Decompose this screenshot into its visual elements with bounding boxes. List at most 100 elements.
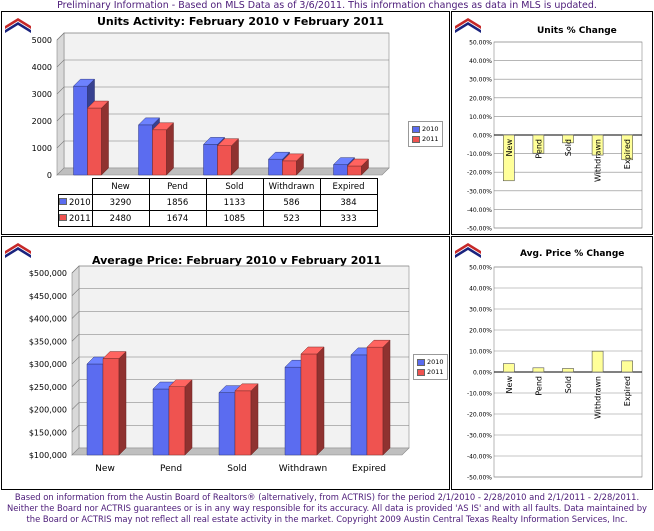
bar-2011-withdrawn bbox=[300, 353, 318, 456]
units-bar-chart: 0 1000 2000 3000 4000 5000 bbox=[32, 32, 390, 180]
y-tick-label: 0.00% bbox=[473, 133, 492, 140]
table-header: Pend bbox=[148, 178, 207, 195]
x-tick-label: New bbox=[505, 376, 514, 394]
table-cell: 1674 bbox=[148, 210, 207, 227]
bar-withdrawn bbox=[591, 350, 604, 373]
bar-2011-sold bbox=[217, 145, 232, 176]
bar-side bbox=[101, 100, 109, 176]
bar-top bbox=[346, 158, 370, 167]
bar-2010-pend bbox=[138, 124, 153, 176]
bar-2010-new bbox=[73, 85, 88, 176]
gridline bbox=[71, 265, 409, 274]
bar-sold bbox=[562, 134, 574, 144]
gridline bbox=[56, 113, 389, 122]
bar-top bbox=[102, 351, 127, 359]
table-cell: 2480 bbox=[91, 210, 150, 227]
gridline bbox=[71, 311, 409, 319]
legend-label: 2010 bbox=[422, 125, 439, 133]
y-tick-label: -10.00% bbox=[467, 151, 492, 158]
bar-new bbox=[502, 134, 515, 182]
bar-top bbox=[234, 383, 259, 392]
logo-icon bbox=[5, 18, 31, 33]
units-chart-title: Units Activity: February 2010 v February… bbox=[97, 15, 384, 28]
x-tick-label: Withdrawn bbox=[594, 376, 603, 419]
y-tick-label: 10.00% bbox=[469, 349, 492, 356]
y-tick-label: 20.00% bbox=[469, 95, 492, 102]
y-tick-label: 10.00% bbox=[469, 114, 492, 121]
y-tick-label: 4000 bbox=[32, 63, 52, 72]
legend-swatch bbox=[412, 135, 420, 143]
y-tick-label: $300,000 bbox=[29, 360, 67, 369]
y-tick-label: 50.00% bbox=[469, 265, 492, 272]
bar-2011-pend bbox=[168, 386, 186, 456]
bar-top bbox=[151, 122, 175, 131]
gridline bbox=[56, 86, 389, 95]
y-tick-label: 50.00% bbox=[469, 40, 492, 47]
row-swatch bbox=[59, 197, 67, 205]
units-data-table: New Pend Sold Withdrawn Expired 2010 329… bbox=[58, 178, 378, 227]
y-tick-label: 40.00% bbox=[469, 58, 492, 65]
table-row-label: 2011 bbox=[58, 210, 93, 227]
footer-disclaimer: Based on information from the Austin Boa… bbox=[7, 492, 647, 524]
bar-top bbox=[267, 151, 291, 160]
bar-2010-new bbox=[86, 363, 104, 456]
x-tick-label: New bbox=[505, 139, 514, 157]
y-tick-label: $500,000 bbox=[29, 269, 67, 278]
table-cell: 586 bbox=[262, 194, 321, 211]
bar-2011-sold bbox=[234, 390, 252, 456]
bar-top bbox=[366, 339, 391, 348]
legend-item-2011: 2011 bbox=[412, 134, 439, 144]
logo-icon bbox=[5, 243, 31, 258]
y-tick-label: -20.00% bbox=[467, 412, 492, 419]
x-tick-label: Sold bbox=[227, 464, 246, 474]
bar-side bbox=[250, 383, 259, 456]
bar-side bbox=[316, 346, 325, 456]
bar-withdrawn bbox=[591, 134, 604, 156]
table-cell: 1133 bbox=[205, 194, 264, 211]
bar-side bbox=[382, 339, 391, 456]
bar-side bbox=[166, 122, 174, 176]
table-header: Expired bbox=[319, 178, 378, 195]
bar-2010-withdrawn bbox=[268, 158, 283, 176]
bar-pend bbox=[532, 367, 545, 373]
bar-new bbox=[502, 363, 515, 373]
bar-2010-pend bbox=[152, 388, 170, 456]
bar-top bbox=[202, 137, 226, 145]
legend-swatch bbox=[417, 368, 425, 376]
x-tick-label: Withdrawn bbox=[594, 139, 603, 182]
bar-top bbox=[332, 157, 356, 165]
legend-item-2011: 2011 bbox=[417, 367, 444, 377]
price-bar-chart: $100,000 $150,000 $200,000 $250,000 $300,000… bbox=[29, 265, 410, 474]
legend-label: 2011 bbox=[427, 368, 444, 376]
table-cell: 3290 bbox=[91, 194, 150, 211]
table-header: Sold bbox=[205, 178, 264, 195]
logo-icon bbox=[455, 243, 481, 258]
y-tick-label: $400,000 bbox=[29, 315, 67, 324]
y-tick-label: -30.00% bbox=[467, 188, 492, 195]
bar-top bbox=[86, 100, 110, 109]
y-tick-label: 2000 bbox=[32, 117, 52, 126]
bar-expired bbox=[621, 134, 633, 161]
gridline bbox=[56, 32, 389, 41]
bar-top bbox=[281, 153, 305, 162]
y-tick-label: $250,000 bbox=[29, 383, 67, 392]
bar-top bbox=[300, 346, 325, 355]
gridline bbox=[56, 140, 389, 149]
row-swatch bbox=[59, 213, 67, 221]
bar-expired bbox=[621, 360, 633, 373]
bar-2011-expired bbox=[366, 346, 384, 456]
bar-2011-withdrawn bbox=[282, 160, 297, 176]
y-tick-label: 5000 bbox=[32, 36, 52, 45]
x-tick-label: Expired bbox=[352, 464, 386, 474]
y-tick-label: $150,000 bbox=[29, 428, 67, 437]
y-tick-label: -30.00% bbox=[467, 433, 492, 440]
x-tick-label: Expired bbox=[623, 376, 632, 406]
y-tick-label: 0.00% bbox=[473, 370, 492, 377]
table-header-row: New Pend Sold Withdrawn Expired bbox=[58, 178, 378, 195]
bar-2010-sold bbox=[203, 144, 218, 176]
units-pct-title: Units % Change bbox=[537, 26, 617, 36]
table-cell: 384 bbox=[319, 194, 378, 211]
bar-2010-sold bbox=[218, 392, 236, 456]
y-tick-label: 20.00% bbox=[469, 328, 492, 335]
price-chart-title: Average Price: February 2010 v February … bbox=[92, 254, 382, 267]
